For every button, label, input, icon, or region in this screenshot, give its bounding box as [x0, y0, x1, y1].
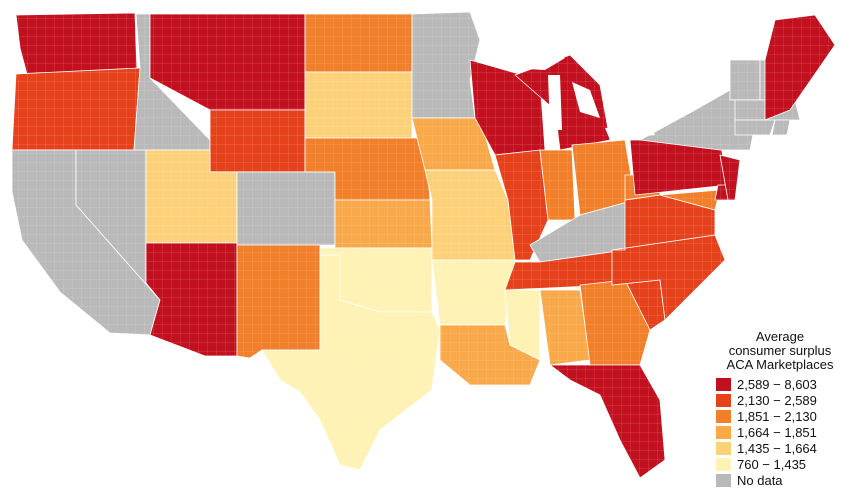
legend-title: Average consumer surplus ACA Marketplace… — [712, 330, 848, 372]
legend-label: No data — [737, 472, 783, 488]
legend-label: 1,664 − 1,851 — [737, 424, 817, 440]
legend-swatch — [716, 457, 731, 471]
legend-swatch — [716, 441, 731, 455]
legend-label: 2,589 − 8,603 — [737, 376, 817, 392]
legend-swatch — [716, 393, 731, 407]
legend-item: 1,851 − 2,130 — [716, 408, 848, 424]
legend-swatch — [716, 377, 731, 391]
legend-swatch — [716, 425, 731, 439]
legend-item: 2,130 − 2,589 — [716, 392, 848, 408]
legend-swatch — [716, 473, 731, 487]
legend-swatch — [716, 409, 731, 423]
legend-title-line-1: Average — [755, 329, 805, 344]
legend-title-line-3: ACA Marketplaces — [726, 357, 834, 372]
legend-label: 1,435 − 1,664 — [737, 440, 817, 456]
legend-label: 1,851 − 2,130 — [737, 408, 817, 424]
legend-title-line-2: consumer surplus — [728, 343, 832, 358]
lake-3 — [605, 122, 655, 140]
legend-item: 2,589 − 8,603 — [716, 376, 848, 392]
legend-item: 1,435 − 1,664 — [716, 440, 848, 456]
legend-label: 2,130 − 2,589 — [737, 392, 817, 408]
map-legend: Average consumer surplus ACA Marketplace… — [712, 330, 848, 488]
legend-label: 760 − 1,435 — [737, 456, 807, 472]
legend-item: No data — [716, 472, 848, 488]
lake-4 — [650, 103, 690, 116]
legend-item: 1,664 − 1,851 — [716, 424, 848, 440]
legend-items: 2,589 − 8,603 2,130 − 2,589 1,851 − 2,13… — [716, 376, 848, 488]
legend-item: 760 − 1,435 — [716, 456, 848, 472]
